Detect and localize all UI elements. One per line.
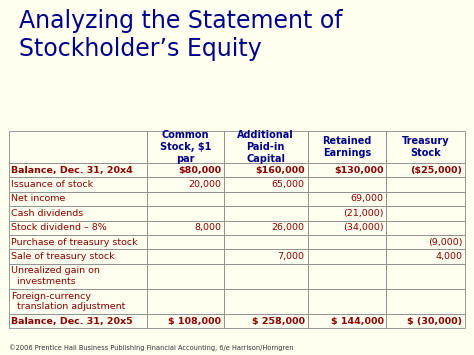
Text: 65,000: 65,000 bbox=[272, 180, 305, 189]
Bar bbox=[386, 206, 465, 220]
Text: Sale of treasury stock: Sale of treasury stock bbox=[11, 252, 115, 261]
Text: $ (30,000): $ (30,000) bbox=[408, 317, 463, 326]
Bar bbox=[386, 131, 465, 163]
Bar bbox=[147, 178, 224, 192]
Text: $80,000: $80,000 bbox=[178, 166, 221, 175]
Text: Additional
Paid-in
Capital: Additional Paid-in Capital bbox=[237, 130, 294, 164]
Text: (21,000): (21,000) bbox=[343, 209, 383, 218]
Text: Foreign-currency
  translation adjustment: Foreign-currency translation adjustment bbox=[11, 291, 126, 311]
Bar bbox=[308, 264, 386, 289]
Bar bbox=[308, 206, 386, 220]
Bar bbox=[224, 220, 308, 235]
Bar bbox=[308, 220, 386, 235]
Text: 20,000: 20,000 bbox=[188, 180, 221, 189]
Text: 4,000: 4,000 bbox=[436, 252, 463, 261]
Text: (9,000): (9,000) bbox=[428, 237, 463, 247]
Bar bbox=[308, 163, 386, 178]
Bar bbox=[308, 249, 386, 264]
Bar bbox=[9, 206, 147, 220]
Bar bbox=[224, 289, 308, 314]
Bar bbox=[386, 314, 465, 328]
Bar bbox=[224, 206, 308, 220]
Text: Retained
Earnings: Retained Earnings bbox=[322, 136, 372, 158]
Bar bbox=[386, 264, 465, 289]
Bar bbox=[224, 264, 308, 289]
Bar bbox=[224, 163, 308, 178]
Bar bbox=[9, 192, 147, 206]
Text: Analyzing the Statement of: Analyzing the Statement of bbox=[19, 9, 343, 33]
Bar bbox=[147, 131, 224, 163]
Text: Treasury
Stock: Treasury Stock bbox=[402, 136, 450, 158]
Bar bbox=[224, 235, 308, 249]
Bar bbox=[9, 264, 147, 289]
Bar bbox=[386, 192, 465, 206]
Bar bbox=[147, 206, 224, 220]
Text: Unrealized gain on
  investments: Unrealized gain on investments bbox=[11, 266, 100, 286]
Text: Stockholder’s Equity: Stockholder’s Equity bbox=[19, 37, 262, 61]
Bar bbox=[9, 131, 147, 163]
Bar bbox=[147, 235, 224, 249]
Bar bbox=[308, 235, 386, 249]
Bar bbox=[147, 220, 224, 235]
Text: $160,000: $160,000 bbox=[255, 166, 305, 175]
Text: ($25,000): ($25,000) bbox=[410, 166, 463, 175]
Bar bbox=[224, 314, 308, 328]
Text: Balance, Dec. 31, 20x4: Balance, Dec. 31, 20x4 bbox=[11, 166, 133, 175]
Text: Purchase of treasury stock: Purchase of treasury stock bbox=[11, 237, 138, 247]
Bar bbox=[9, 314, 147, 328]
Bar bbox=[9, 249, 147, 264]
Bar bbox=[224, 249, 308, 264]
Bar bbox=[147, 264, 224, 289]
Text: 8,000: 8,000 bbox=[194, 223, 221, 232]
Bar bbox=[147, 289, 224, 314]
Bar bbox=[9, 220, 147, 235]
Bar bbox=[147, 192, 224, 206]
Bar bbox=[386, 163, 465, 178]
Bar bbox=[224, 131, 308, 163]
Text: (34,000): (34,000) bbox=[343, 223, 383, 232]
Text: Stock dividend – 8%: Stock dividend – 8% bbox=[11, 223, 107, 232]
Bar bbox=[147, 314, 224, 328]
Bar bbox=[224, 178, 308, 192]
Bar bbox=[9, 163, 147, 178]
Text: $130,000: $130,000 bbox=[334, 166, 383, 175]
Bar bbox=[308, 314, 386, 328]
Text: $ 108,000: $ 108,000 bbox=[168, 317, 221, 326]
Bar bbox=[9, 289, 147, 314]
Bar bbox=[386, 235, 465, 249]
Text: 7,000: 7,000 bbox=[278, 252, 305, 261]
Bar bbox=[224, 192, 308, 206]
Bar bbox=[386, 289, 465, 314]
Bar bbox=[386, 249, 465, 264]
Bar bbox=[308, 178, 386, 192]
Bar bbox=[9, 235, 147, 249]
Bar bbox=[386, 178, 465, 192]
Bar bbox=[308, 192, 386, 206]
Bar bbox=[308, 131, 386, 163]
Text: Issuance of stock: Issuance of stock bbox=[11, 180, 93, 189]
Bar bbox=[386, 220, 465, 235]
Text: Balance, Dec. 31, 20x5: Balance, Dec. 31, 20x5 bbox=[11, 317, 133, 326]
Text: ©2006 Prentice Hall Business Publishing Financial Accounting, 6/e Harrison/Horng: ©2006 Prentice Hall Business Publishing … bbox=[9, 344, 293, 351]
Text: $ 258,000: $ 258,000 bbox=[252, 317, 305, 326]
Text: Net income: Net income bbox=[11, 195, 66, 203]
Text: $ 144,000: $ 144,000 bbox=[331, 317, 383, 326]
Bar bbox=[147, 249, 224, 264]
Bar bbox=[147, 163, 224, 178]
Text: Cash dividends: Cash dividends bbox=[11, 209, 83, 218]
Text: 26,000: 26,000 bbox=[272, 223, 305, 232]
Bar bbox=[9, 178, 147, 192]
Text: Common
Stock, $1
par: Common Stock, $1 par bbox=[160, 130, 211, 164]
Text: 69,000: 69,000 bbox=[351, 195, 383, 203]
Bar bbox=[308, 289, 386, 314]
